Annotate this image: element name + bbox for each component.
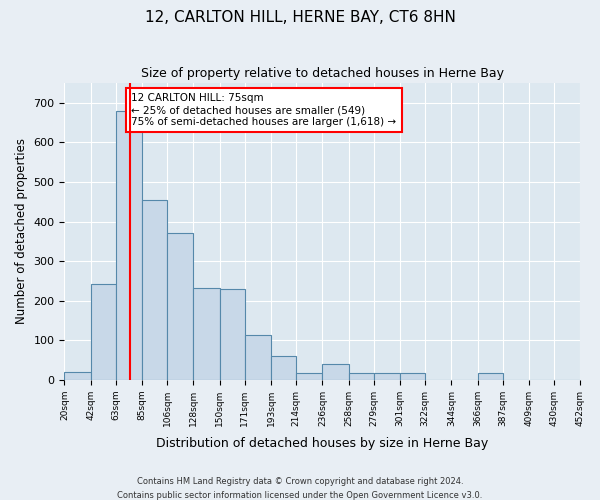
Bar [245, 335, 271, 380]
Bar [142, 200, 167, 380]
Bar [322, 364, 349, 380]
Text: 12 CARLTON HILL: 75sqm
← 25% of detached houses are smaller (549)
75% of semi-de: 12 CARLTON HILL: 75sqm ← 25% of detached… [131, 94, 397, 126]
Text: 12, CARLTON HILL, HERNE BAY, CT6 8HN: 12, CARLTON HILL, HERNE BAY, CT6 8HN [145, 10, 455, 25]
Text: Contains HM Land Registry data © Crown copyright and database right 2024.
Contai: Contains HM Land Registry data © Crown c… [118, 478, 482, 500]
Bar [167, 234, 193, 380]
Title: Size of property relative to detached houses in Herne Bay: Size of property relative to detached ho… [141, 68, 504, 80]
Bar [296, 372, 322, 380]
Y-axis label: Number of detached properties: Number of detached properties [15, 138, 28, 324]
Bar [478, 373, 503, 380]
Bar [374, 373, 400, 380]
Bar [349, 372, 374, 380]
X-axis label: Distribution of detached houses by size in Herne Bay: Distribution of detached houses by size … [157, 437, 488, 450]
Bar [193, 288, 220, 380]
Bar [400, 373, 425, 380]
Bar [64, 372, 91, 380]
Bar [116, 111, 142, 380]
Bar [91, 284, 116, 380]
Bar [271, 356, 296, 380]
Bar [220, 289, 245, 380]
